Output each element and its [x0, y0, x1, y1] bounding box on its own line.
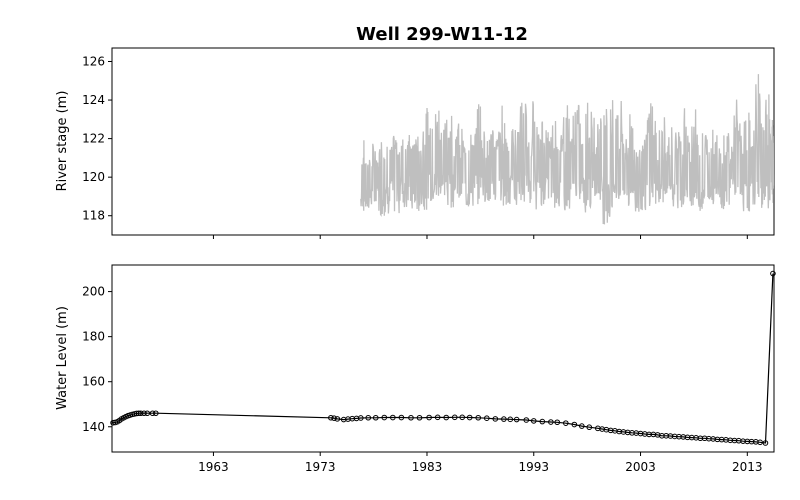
x-tick-label: 2003 [625, 460, 656, 474]
water-level-point [762, 440, 769, 446]
x-tick-label: 1973 [305, 460, 336, 474]
water-level-point [135, 410, 142, 417]
water-level-point [554, 419, 561, 426]
water-level-point [398, 414, 405, 421]
water-level-point [372, 414, 379, 421]
water-level-point [390, 414, 396, 421]
water-level-point [334, 416, 341, 422]
water-level-ylabel: Water Level (m) [55, 306, 70, 410]
water-level-point [770, 270, 776, 277]
water-level-point [152, 410, 159, 417]
water-level-series [110, 270, 776, 446]
water-level-point [365, 414, 372, 421]
water-level-point [459, 414, 466, 421]
water-level-point [562, 420, 569, 426]
y-tick-label: 140 [82, 420, 105, 434]
y-tick-label: 120 [82, 170, 105, 184]
river-stage-axes: 118 120 122 124 126 River stage (m) [55, 47, 775, 239]
water-level-point [144, 410, 151, 417]
water-level-point [757, 439, 763, 446]
y-tick-label: 126 [82, 54, 105, 68]
water-level-point [586, 424, 593, 431]
water-level-point [416, 414, 423, 421]
water-level-point [381, 414, 388, 421]
water-level-point [443, 414, 450, 421]
water-level-x-ticks: 1963 1973 1983 1993 2003 2013 [198, 452, 763, 474]
water-level-axes: 140 160 180 200 1963 1973 1983 1993 2003 2013 Wa… [55, 264, 776, 474]
water-level-frame [111, 264, 775, 453]
water-level-point [548, 419, 554, 425]
water-level-point [483, 415, 490, 422]
water-level-point [408, 414, 414, 421]
water-level-line [113, 273, 774, 444]
y-tick-label: 122 [82, 132, 105, 146]
y-tick-label: 160 [82, 375, 105, 389]
water-level-point [331, 415, 337, 422]
y-tick-label: 180 [82, 330, 105, 344]
water-level-point [523, 417, 530, 423]
water-level-point [530, 418, 537, 424]
water-level-point [492, 416, 499, 422]
water-level-point [426, 414, 432, 421]
water-level-point [451, 414, 458, 421]
y-tick-label: 124 [82, 93, 105, 107]
water-level-point [141, 410, 147, 417]
water-level-point [579, 423, 585, 429]
river-stage-series [360, 74, 775, 225]
water-level-point [138, 410, 144, 417]
river-stage-x-ticks [212, 235, 748, 239]
water-level-point [357, 415, 364, 421]
x-tick-label: 1993 [518, 460, 549, 474]
x-tick-label: 1963 [198, 460, 229, 474]
water-level-point [539, 418, 546, 425]
y-tick-label: 200 [82, 285, 105, 299]
river-stage-ylabel: River stage (m) [55, 91, 70, 192]
water-level-point [328, 414, 334, 421]
river-stage-y-ticks: 118 120 122 124 126 [82, 54, 112, 223]
water-level-point [466, 414, 473, 421]
water-level-point [434, 414, 441, 421]
water-level-point [149, 410, 156, 417]
water-level-y-ticks: 140 160 180 200 [82, 285, 112, 434]
water-level-point [513, 416, 520, 423]
chart-title: Well 299-W11-12 [356, 24, 528, 45]
x-tick-label: 1983 [412, 460, 443, 474]
water-level-point [507, 416, 514, 423]
x-tick-label: 2013 [732, 460, 763, 474]
river-stage-line [360, 74, 775, 225]
water-level-point [475, 414, 482, 421]
water-level-point [571, 421, 578, 428]
y-tick-label: 118 [82, 209, 105, 223]
water-level-point [501, 416, 507, 422]
